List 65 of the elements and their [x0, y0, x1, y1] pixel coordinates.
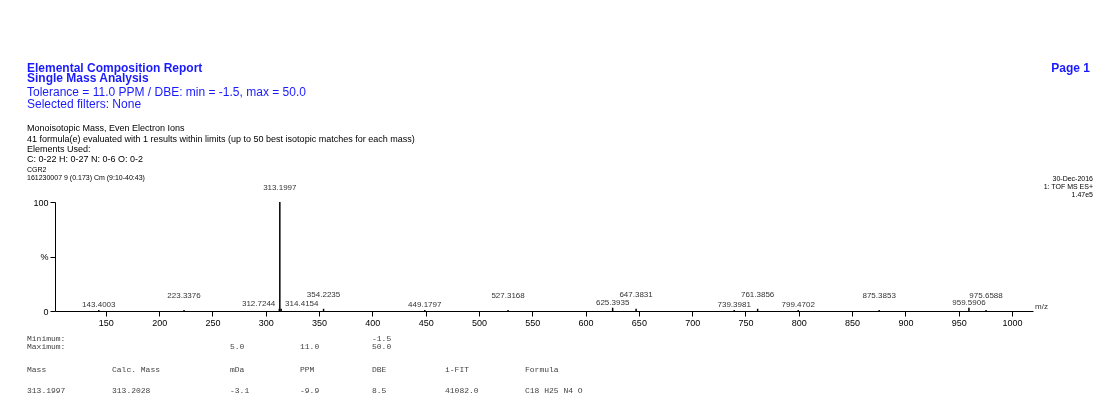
text: Maximum:: [27, 342, 66, 351]
text: mDa: [230, 365, 245, 374]
x-tick-label: 350: [312, 317, 328, 328]
x-tick-label: 900: [898, 317, 914, 328]
text: C: 0-22 H: 0-27 N: 0-6 O: 0-2: [27, 154, 144, 164]
text: 313.1997: [27, 386, 66, 395]
x-tick-label: 700: [685, 317, 701, 328]
x-tick-label: 150: [98, 317, 114, 328]
text: Monoisotopic Mass, Even Electron Ions: [27, 123, 186, 133]
text: Calc. Mass: [112, 365, 161, 374]
annotation: 799.4702: [781, 299, 816, 309]
text: Page 1: [1051, 61, 1091, 75]
x-tick-label: 300: [258, 317, 274, 328]
text: 41 formula(e) evaluated with 1 results within limits (up to 50 best isotopic matches for each mass): [27, 134, 415, 144]
x-tick-label: 800: [791, 317, 807, 328]
x-tick-label: 550: [525, 317, 541, 328]
text: Elements Used:: [27, 144, 91, 154]
x-tick-label: 600: [578, 317, 594, 328]
x-tick-label: 950: [951, 317, 967, 328]
text: 8.5: [372, 386, 387, 395]
text: -3.1: [230, 386, 250, 395]
x-tick-label: 450: [418, 317, 434, 328]
annotation: 527.3168: [491, 290, 526, 300]
text: 41082.0: [445, 386, 479, 395]
x-tick-label: 500: [471, 317, 487, 328]
text: 11.0: [300, 342, 320, 351]
text: 5.0: [230, 342, 245, 351]
y-tick-label: %: [40, 252, 49, 262]
annotation: 354.2235: [306, 289, 341, 299]
x-tick-label: 650: [631, 317, 647, 328]
text: Tolerance = 11.0 PPM / DBE: min = -1.5, max = 50.0: [27, 85, 307, 99]
text: 50.0: [372, 342, 392, 351]
text: C18 H25 N4 O: [525, 386, 583, 395]
x-tick-label: 400: [365, 317, 381, 328]
annotation: 143.4003: [82, 299, 117, 309]
annotation: 449.1797: [408, 299, 443, 309]
annotation: 975.6588: [969, 290, 1004, 300]
annotation: 625.3935: [595, 297, 630, 307]
annotation: 739.3981: [717, 299, 752, 309]
annotation: 761.3856: [740, 289, 775, 299]
x-tick-label: 250: [205, 317, 221, 328]
text: -9.9: [300, 386, 320, 395]
annotation: 312.7244: [241, 298, 276, 308]
annotation: 314.4154: [285, 298, 320, 308]
annotation: 875.3853: [862, 290, 897, 300]
x-tick-label: 1000: [1002, 317, 1023, 328]
text: PPM: [300, 365, 315, 374]
x-tick-label: 750: [738, 317, 754, 328]
text: DBE: [372, 365, 387, 374]
annotation: 223.3376: [167, 290, 202, 300]
text: Formula: [525, 365, 559, 374]
text: 313.2028: [112, 386, 151, 395]
text: Minimum:: [27, 334, 66, 343]
annotation: 313.1997: [263, 183, 298, 192]
text: -1.5: [372, 334, 392, 343]
text: Selected filters: None: [27, 97, 142, 111]
y-tick-label: 100: [33, 197, 49, 208]
x-tick-label: 850: [845, 317, 861, 328]
y-tick-label: 0: [43, 306, 49, 317]
text: Mass: [27, 365, 47, 374]
text: i-FIT: [445, 365, 470, 374]
annotation: 647.3831: [619, 289, 654, 299]
annotation: 959.5906: [952, 297, 987, 307]
x-axis-title: m/z: [1035, 302, 1048, 311]
x-tick-label: 200: [152, 317, 168, 328]
